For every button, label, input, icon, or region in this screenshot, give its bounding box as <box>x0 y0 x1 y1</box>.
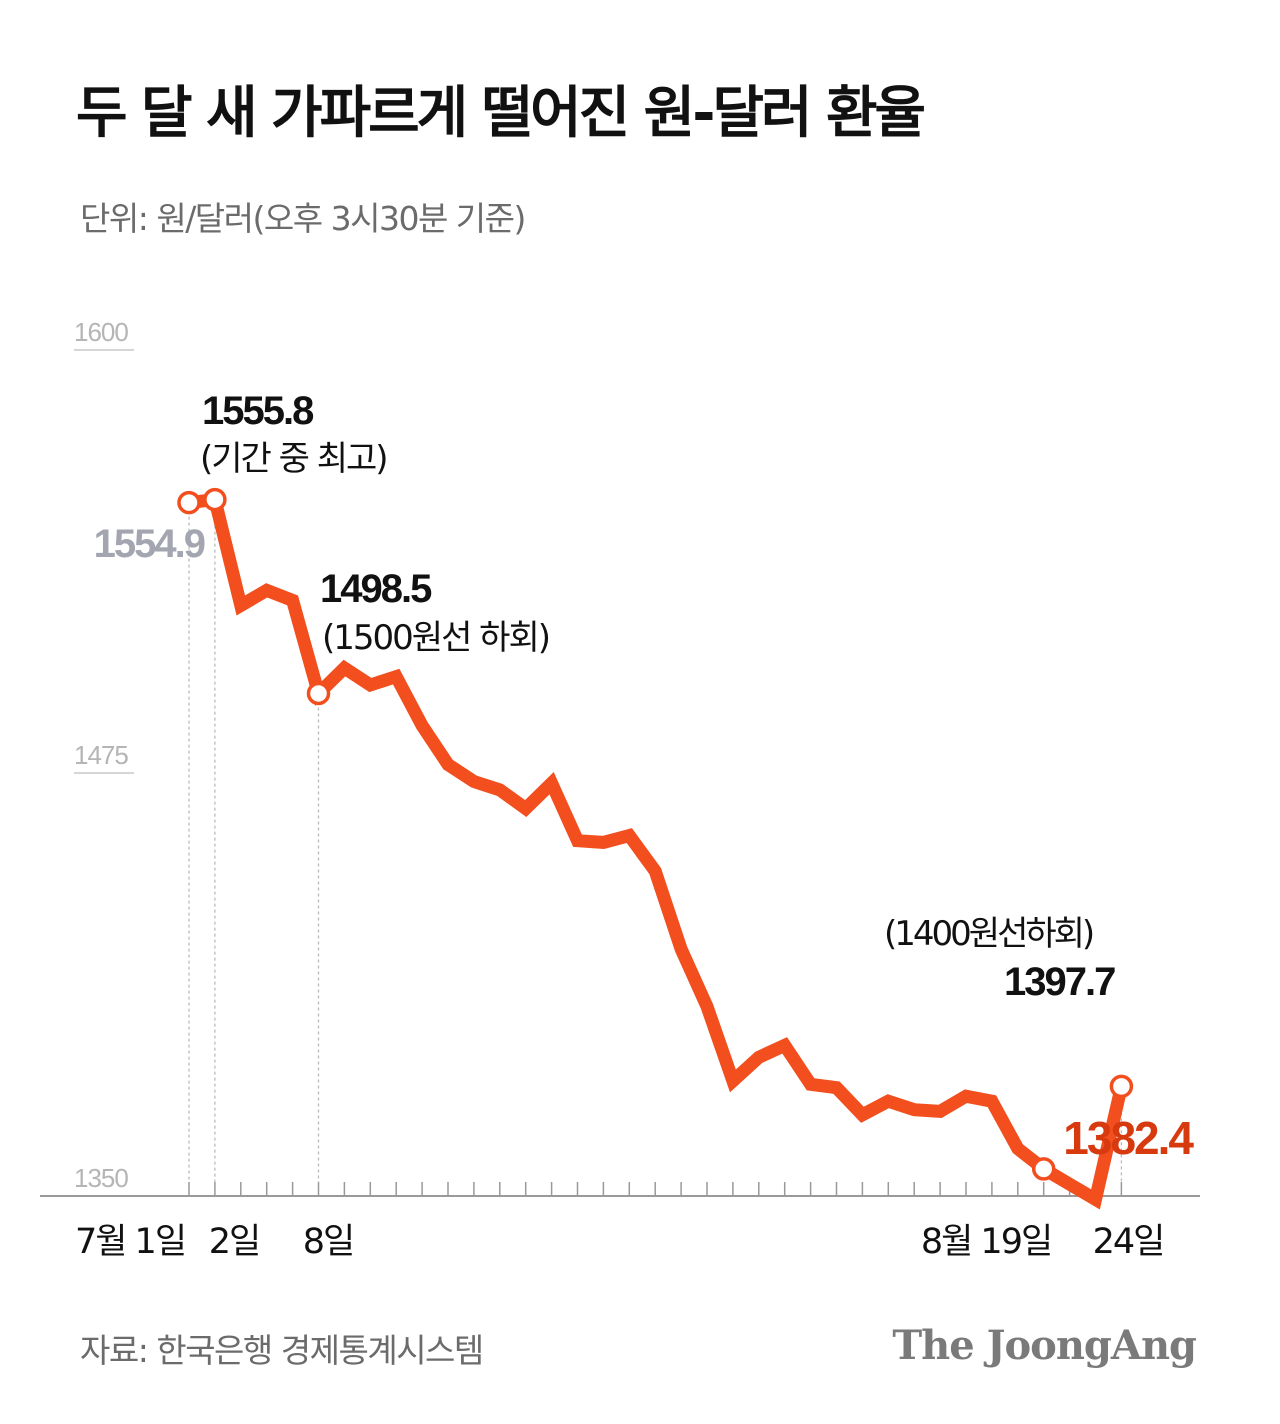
annotation-value-aug-24: 1382.4 <box>1063 1112 1194 1164</box>
y-tick-label: 1475 <box>74 740 128 770</box>
highlight-points <box>177 487 1134 1181</box>
x-label-jul-2: 2일 <box>209 1222 259 1262</box>
highlight-point <box>1109 1074 1134 1099</box>
series-exchange-rate <box>188 492 1128 1210</box>
highlight-point <box>306 681 331 706</box>
x-axis <box>40 1182 1200 1197</box>
series-line <box>188 492 1128 1210</box>
brand-logo: The JoongAng <box>892 1322 1197 1369</box>
guide-lines <box>188 513 1123 1183</box>
y-tick-label: 1350 <box>74 1163 128 1193</box>
chart-title: 두 달 새 가파르게 떨어진 원-달러 환율 <box>76 81 926 146</box>
annotation-value-aug-19: 1397.7 <box>1004 960 1115 1004</box>
highlight-point <box>203 487 227 512</box>
highlight-point <box>1031 1157 1056 1181</box>
y-axis: 1350 1475 1600 <box>74 317 134 1193</box>
annotation-note-jul-8: (1500원선 하회) <box>322 618 549 658</box>
annotation-value-jul-2: 1555.8 <box>202 389 314 433</box>
x-label-aug-19: 8월 19일 <box>921 1222 1051 1262</box>
y-tick-label: 1600 <box>74 317 128 347</box>
annotation-note-aug-19: (1400원선하회) <box>884 914 1093 954</box>
x-label-jul-8: 8일 <box>303 1222 353 1262</box>
unit-subtitle: 단위: 원/달러(오후 3시30분 기준) <box>80 199 526 238</box>
x-label-aug-24: 24일 <box>1093 1222 1164 1262</box>
annotation-value-jul-1: 1554.9 <box>94 522 205 566</box>
highlight-point <box>177 490 201 515</box>
annotation-value-jul-8: 1498.5 <box>320 567 432 611</box>
annotation-note-jul-2: (기간 중 최고) <box>200 439 387 479</box>
x-label-jul-1: 7월 1일 <box>75 1222 185 1262</box>
data-source: 자료: 한국은행 경제통계시스템 <box>80 1331 484 1370</box>
